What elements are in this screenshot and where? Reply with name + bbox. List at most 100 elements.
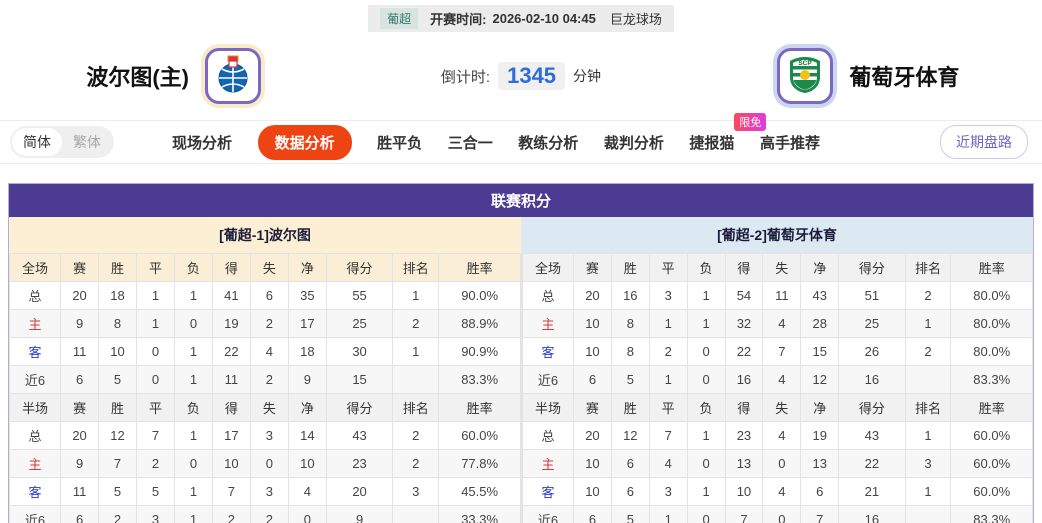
column-header: 得 <box>211 253 251 282</box>
away-team-name: 葡萄牙体育 <box>849 65 960 90</box>
language-toggle: 简体 繁体 <box>10 126 114 158</box>
table-cell: 23 <box>325 449 394 478</box>
home-standings-table: 全场赛胜平负得失净得分 排名 胜率 总 20 18 1 1 41 6 35 55 1 90.0% 主 9 8 1… <box>8 253 521 523</box>
table-cell: 10 <box>211 449 251 478</box>
column-header: 得分 <box>838 393 906 422</box>
row-label: 近6 <box>8 365 62 394</box>
table-cell: 13 <box>724 449 764 478</box>
column-header: 胜率 <box>438 253 521 282</box>
column-header: 赛 <box>573 253 612 282</box>
table-cell: 77.8% <box>438 449 521 478</box>
column-header: 胜率 <box>950 253 1033 282</box>
row-label: 总 <box>8 281 62 310</box>
table-cell: 16 <box>838 365 906 394</box>
row-label: 近6 <box>8 505 62 523</box>
tab-live-analysis[interactable]: 现场分析 <box>172 134 233 152</box>
table-cell: 1 <box>173 337 213 366</box>
table-cell: 2 <box>98 505 137 523</box>
league-badge[interactable]: 葡超 <box>380 8 419 29</box>
table-cell: 45.5% <box>438 477 521 506</box>
column-header: 得分 <box>838 253 906 282</box>
table-row: 主 10 8 1 1 32 4 28 25 1 80.0% <box>522 309 1033 338</box>
match-header: 波尔图(主) 倒计时: 1345 分钟 <box>0 32 1042 120</box>
column-header: 净 <box>800 393 840 422</box>
table-row: 客 11 5 5 1 7 3 4 20 3 45.5% <box>8 477 521 506</box>
table-cell: 3 <box>136 505 175 523</box>
table-row: 近6 6 2 3 1 2 2 0 9 33.3% <box>8 505 521 523</box>
row-label: 客 <box>8 337 62 366</box>
table-cell: 17 <box>211 421 251 450</box>
tab-jiebao-cat[interactable]: 捷报猫 限免 <box>689 112 767 159</box>
column-header: 全场 <box>522 253 574 282</box>
table-cell: 2 <box>648 337 688 366</box>
table-cell: 6 <box>60 505 100 523</box>
kickoff-label: 开赛时间: <box>430 12 487 27</box>
tab-win-draw-lose[interactable]: 胜平负 <box>377 134 423 152</box>
table-cell: 8 <box>610 337 650 366</box>
row-label: 总 <box>522 281 574 310</box>
column-header: 半场 <box>522 393 574 422</box>
table-cell: 9 <box>60 309 100 338</box>
countdown-label: 倒计时: <box>440 68 491 86</box>
column-header: 赛 <box>60 253 100 282</box>
table-cell: 25 <box>838 309 906 338</box>
table-cell: 83.3% <box>950 365 1033 394</box>
table-cell: 7 <box>724 505 764 523</box>
table-cell: 10 <box>573 337 612 366</box>
table-cell: 1 <box>686 421 726 450</box>
lang-traditional[interactable]: 繁体 <box>73 134 101 150</box>
table-cell: 2 <box>392 449 440 478</box>
table-cell: 0 <box>287 505 327 523</box>
table-cell: 12 <box>98 421 137 450</box>
table-cell: 2 <box>211 505 251 523</box>
table-cell: 9 <box>325 505 394 523</box>
column-header: 排名 <box>904 253 952 282</box>
tab-expert-picks[interactable]: 高手推荐 <box>759 134 820 152</box>
lang-simplified[interactable]: 简体 <box>12 128 62 156</box>
table-cell: 1 <box>904 421 952 450</box>
recent-trend-button[interactable]: 近期盘路 <box>940 125 1028 159</box>
table-cell: 3 <box>249 421 289 450</box>
table-cell: 30 <box>325 337 394 366</box>
table-cell: 1 <box>173 505 213 523</box>
table-cell: 88.9% <box>438 309 521 338</box>
tab-data-analysis[interactable]: 数据分析 <box>257 124 352 160</box>
kickoff-time: 2026-02-10 04:45 <box>492 11 596 26</box>
table-cell: 1 <box>904 309 952 338</box>
away-team-logo[interactable]: SCP <box>777 48 834 104</box>
away-subtitle: [葡超-2]葡萄牙体育 <box>521 217 1033 253</box>
tab-referee-analysis[interactable]: 裁判分析 <box>603 134 664 152</box>
table-cell: 7 <box>136 421 175 450</box>
table-cell: 2 <box>904 281 952 310</box>
column-header-row: 半场赛胜平负得失净得分 排名 胜率 <box>8 393 521 422</box>
table-cell: 9 <box>60 449 100 478</box>
table-row: 主 9 7 2 0 10 0 10 23 2 77.8% <box>8 449 521 478</box>
table-cell: 0 <box>686 337 726 366</box>
home-team-logo[interactable] <box>204 48 261 104</box>
column-header: 负 <box>173 253 213 282</box>
column-header: 赛 <box>60 393 100 422</box>
tab-three-in-one[interactable]: 三合一 <box>447 134 493 152</box>
table-cell: 1 <box>136 281 175 310</box>
table-cell: 80.0% <box>950 281 1033 310</box>
column-header: 得 <box>724 253 764 282</box>
table-row: 客 10 6 3 1 10 4 6 21 1 60.0% <box>522 477 1033 506</box>
away-halftime-table: 半场赛胜平负得失净得分 排名 胜率 总 20 12 7 1 23 4 19 43 1 60.0% 主 10 6… <box>522 393 1033 523</box>
standings-title: 联赛积分 <box>9 184 1033 217</box>
table-cell: 2 <box>904 337 952 366</box>
table-cell: 6 <box>610 477 650 506</box>
table-cell: 4 <box>762 477 802 506</box>
column-header: 失 <box>762 253 802 282</box>
table-cell: 2 <box>249 365 289 394</box>
tab-coach-analysis[interactable]: 教练分析 <box>518 134 579 152</box>
table-cell: 43 <box>838 421 906 450</box>
column-header: 得 <box>724 393 764 422</box>
table-cell: 60.0% <box>950 477 1033 506</box>
table-cell: 1 <box>392 337 440 366</box>
home-team-name: 波尔图(主) <box>86 65 189 90</box>
row-label: 客 <box>8 477 62 506</box>
table-cell: 60.0% <box>438 421 521 450</box>
away-standings-table: 全场赛胜平负得失净得分 排名 胜率 总 20 16 3 1 54 11 43 51 2 80.0% 主 10… <box>521 253 1033 523</box>
table-row: 总 20 12 7 1 17 3 14 43 2 60.0% <box>8 421 521 450</box>
column-header: 失 <box>249 253 289 282</box>
